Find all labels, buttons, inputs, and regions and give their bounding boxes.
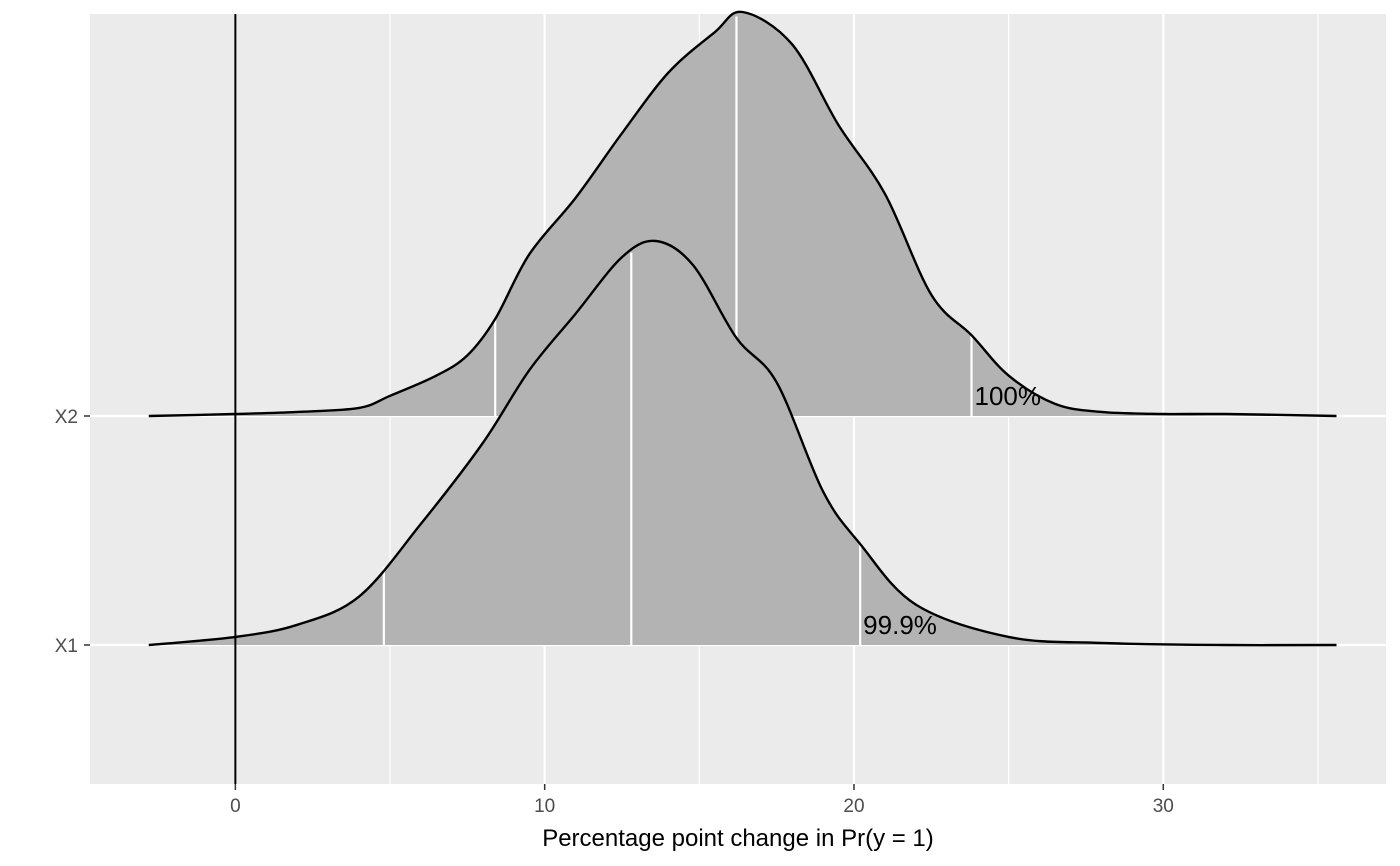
ridge-x1: 99.9% [148,239,1337,647]
x-tick-label-0: 0 [230,796,241,817]
x-tick-label-20: 20 [843,796,864,817]
y-axis: X1 X2 [55,407,90,657]
y-tick-label-x2: X2 [55,407,78,428]
ridge-outline-x2 [148,10,1337,418]
x-axis: 0 10 20 30 [230,784,1174,817]
annotation-x2: 100% [975,381,1042,411]
ridge-fill-x1 [148,240,1337,646]
y-tick-label-x1: X1 [55,636,78,657]
ridge-fill-x2 [148,11,1337,417]
ridge-x2: 100% [148,10,1337,418]
ridge-outline-x1 [148,239,1337,647]
x-tick-label-30: 30 [1153,796,1174,817]
annotation-x1: 99.9% [863,610,937,640]
ridges: 100% 99.9% [148,10,1337,647]
x-axis-title: Percentage point change in Pr(y = 1) [542,825,934,852]
x-tick-label-10: 10 [534,796,555,817]
